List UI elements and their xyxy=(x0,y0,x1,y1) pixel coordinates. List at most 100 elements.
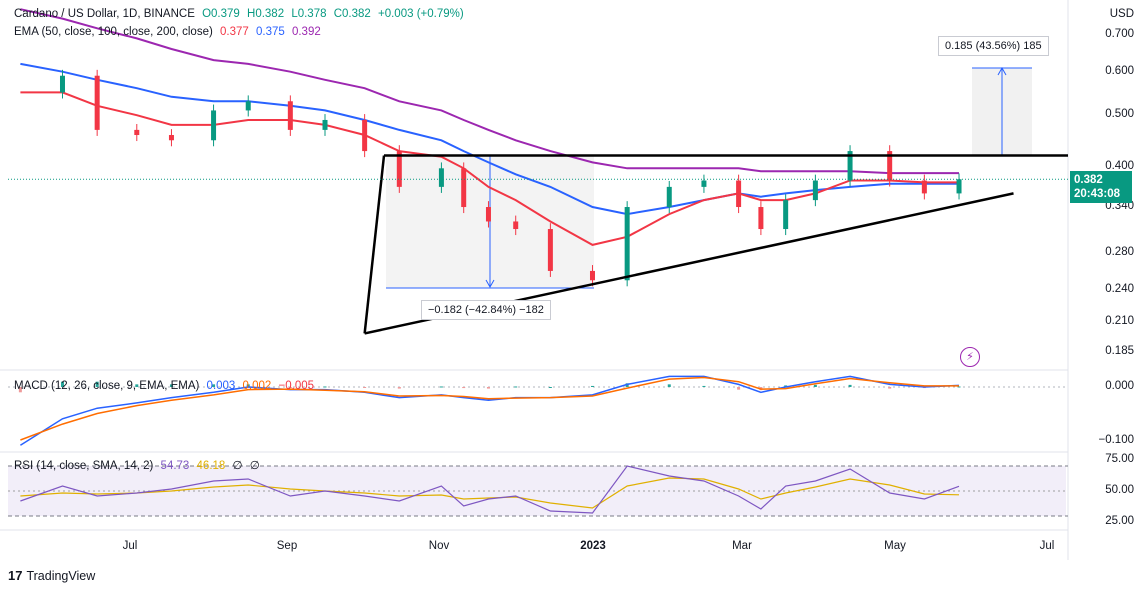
y-tick-6: 0.240 xyxy=(1105,283,1134,295)
macd-y-tick-0: 0.000 xyxy=(1105,380,1134,392)
candle-body xyxy=(322,119,328,130)
candle-body xyxy=(513,221,519,230)
macd-value: 0.003 xyxy=(206,380,236,392)
symbol-legend: Cardano / US Dollar, 1D, BINANCE O0.379 … xyxy=(14,8,468,20)
x-tick-2023: 2023 xyxy=(580,540,606,552)
y-tick-1: 0.600 xyxy=(1105,65,1134,77)
y-tick-5: 0.280 xyxy=(1105,246,1134,258)
candle-body xyxy=(887,151,893,181)
macd-histogram-bar xyxy=(848,384,852,387)
macd-histogram-bar xyxy=(813,384,817,387)
y-tick-8: 0.185 xyxy=(1105,345,1134,357)
candle-body xyxy=(736,180,742,208)
ema50-value: 0.377 xyxy=(220,26,249,38)
y-tick-4: 0.340 xyxy=(1105,200,1134,212)
candle-body xyxy=(783,200,789,230)
macd-histogram-bar xyxy=(18,387,22,393)
candle-body xyxy=(94,75,100,130)
ema200-line xyxy=(20,8,959,175)
x-tick-nov: Nov xyxy=(428,540,450,552)
macd-histogram-bar xyxy=(514,386,518,388)
macd-label: MACD (12, 26, close, 9, EMA, EMA) xyxy=(14,380,200,392)
macd-signal-line xyxy=(20,376,959,441)
macd-histogram-bar xyxy=(135,384,139,387)
measure-up-label[interactable]: 0.185 (43.56%) 185 xyxy=(938,36,1049,56)
candle-body xyxy=(362,119,368,152)
measure-down-arrowhead xyxy=(485,279,495,289)
candle-body xyxy=(589,270,595,281)
candle-body xyxy=(847,151,853,181)
rsi-empty-1: ∅ xyxy=(232,460,243,472)
rsi-empty-2: ∅ xyxy=(249,460,260,472)
macd-legend: MACD (12, 26, close, 9, EMA, EMA) 0.003 … xyxy=(14,380,318,392)
rsi-label: RSI (14, close, SMA, 14, 2) xyxy=(14,460,154,472)
tradingview-logo[interactable]: 17 TradingView xyxy=(8,568,95,583)
macd-histogram-bar xyxy=(212,384,216,387)
candle-body xyxy=(758,207,764,230)
macd-histogram-bar xyxy=(702,385,706,387)
open-value: O0.379 xyxy=(202,8,240,20)
candle-body xyxy=(168,135,174,141)
macd-signal-value: 0.002 xyxy=(242,380,272,392)
macd-histogram-bar xyxy=(60,381,64,387)
high-value: H0.382 xyxy=(247,8,285,20)
ema-label: EMA (50, close, 100, close, 200, close) xyxy=(14,26,213,38)
rsi-ma-value: 46.18 xyxy=(196,460,226,472)
candle-body xyxy=(396,151,402,187)
macd-histogram-bar xyxy=(95,381,99,387)
current-price: 0.382 xyxy=(1074,174,1103,186)
y-tick-7: 0.210 xyxy=(1105,315,1134,327)
bolt-icon[interactable]: ⚡ xyxy=(960,347,980,367)
x-tick-may: May xyxy=(884,540,906,552)
symbol-title: Cardano / US Dollar, 1D, BINANCE xyxy=(14,8,195,20)
macd-histogram-bar xyxy=(397,387,401,389)
candle-body xyxy=(438,168,444,187)
rsi-y-tick-1: 50.00 xyxy=(1105,484,1134,496)
candle-body xyxy=(211,110,217,141)
candle-body xyxy=(547,229,553,271)
rsi-value: 54.73 xyxy=(160,460,190,472)
ema50-line xyxy=(20,91,959,246)
macd-histogram-bar xyxy=(590,385,594,387)
x-tick-mar: Mar xyxy=(732,540,752,552)
macd-histogram-bar xyxy=(957,386,961,388)
y-tick-0: 0.700 xyxy=(1105,28,1134,40)
candle-body xyxy=(921,180,927,194)
candle-body xyxy=(624,207,630,281)
macd-histogram-bar xyxy=(486,387,490,389)
ema-legend: EMA (50, close, 100, close, 200, close) … xyxy=(14,26,325,38)
macd-histogram-bar xyxy=(323,386,327,388)
candle-body xyxy=(812,180,818,201)
macd-histogram-bar xyxy=(462,387,466,389)
rsi-legend: RSI (14, close, SMA, 14, 2) 54.73 46.18 … xyxy=(14,458,264,472)
y-tick-2: 0.500 xyxy=(1105,108,1134,120)
y-tick-3: 0.400 xyxy=(1105,160,1134,172)
candle-body xyxy=(956,179,962,194)
macd-histogram-bar xyxy=(363,387,367,388)
candle-body xyxy=(245,101,251,111)
measure-down-label[interactable]: −0.182 (−42.84%) −182 xyxy=(421,300,551,320)
macd-histogram-bar xyxy=(784,385,788,387)
rsi-line xyxy=(20,465,960,514)
tv-icon: 17 xyxy=(8,568,23,583)
macd-histogram-bar xyxy=(737,387,741,390)
candle-body xyxy=(485,207,491,222)
macd-histogram-bar xyxy=(888,387,892,389)
candle-body xyxy=(461,168,467,208)
macd-histogram-bar xyxy=(288,387,292,388)
close-value: C0.382 xyxy=(333,8,371,20)
x-tick-sep: Sep xyxy=(276,540,298,552)
macd-y-tick-1: −0.100 xyxy=(1098,434,1135,446)
candle-body xyxy=(134,129,140,136)
macd-histogram-bar xyxy=(439,386,443,388)
macd-histogram-bar xyxy=(548,387,552,388)
flagpole-line xyxy=(363,155,386,334)
x-tick-jul: Jul xyxy=(122,540,138,552)
macd-histogram-bar xyxy=(667,384,671,387)
low-value: L0.378 xyxy=(291,8,327,20)
macd-histogram-bar xyxy=(246,384,250,387)
macd-hist-value: −0.005 xyxy=(278,380,315,392)
ema100-value: 0.375 xyxy=(255,26,285,38)
change-value: +0.003 (+0.79%) xyxy=(378,8,464,20)
